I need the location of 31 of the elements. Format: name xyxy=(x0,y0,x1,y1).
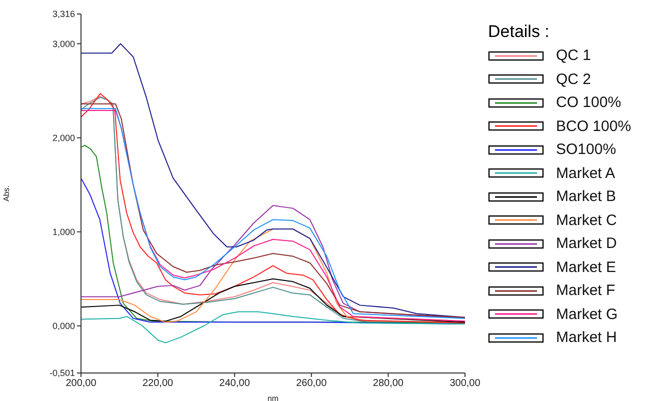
x-tick-label: 200,00 xyxy=(66,378,97,390)
y-tick-label: 0,000 xyxy=(52,321,75,332)
legend-label: QC 1 xyxy=(556,47,592,64)
y-axis-title: Abs. xyxy=(2,185,11,202)
x-tick-label: 220,00 xyxy=(142,378,174,390)
legend-label: Market H xyxy=(556,329,617,346)
legend-title: Details : xyxy=(488,22,550,42)
x-axis-title: nm xyxy=(267,394,279,401)
y-tick-label: -0,501 xyxy=(49,368,75,378)
line-series xyxy=(81,278,465,323)
legend-label: Market C xyxy=(556,212,617,229)
legend-label: Market A xyxy=(556,164,616,182)
y-tick-label: 2,000 xyxy=(52,132,75,143)
legend-label: QC 2 xyxy=(556,70,592,88)
legend-label: Market G xyxy=(556,306,618,323)
legend-label: BCO 100% xyxy=(556,118,632,135)
y-tick-label: 1,000 xyxy=(52,227,75,238)
line-series xyxy=(81,311,465,344)
x-tick-label: 240,00 xyxy=(219,378,250,390)
line-series xyxy=(81,43,465,318)
legend-label: Market F xyxy=(556,282,616,300)
y-tick-label: 3,000 xyxy=(52,38,75,49)
legend-label: Market D xyxy=(556,235,617,252)
x-tick-label: 280,00 xyxy=(372,378,404,390)
legend-label: CO 100% xyxy=(556,94,622,112)
y-tick-label: 3,316 xyxy=(52,9,75,20)
x-tick-label: 300,00 xyxy=(450,378,481,390)
x-tick-label: 260,00 xyxy=(296,378,328,390)
legend-label: Market E xyxy=(556,258,616,276)
legend-label: SO100% xyxy=(556,141,616,158)
legend-label: Market B xyxy=(556,188,616,206)
